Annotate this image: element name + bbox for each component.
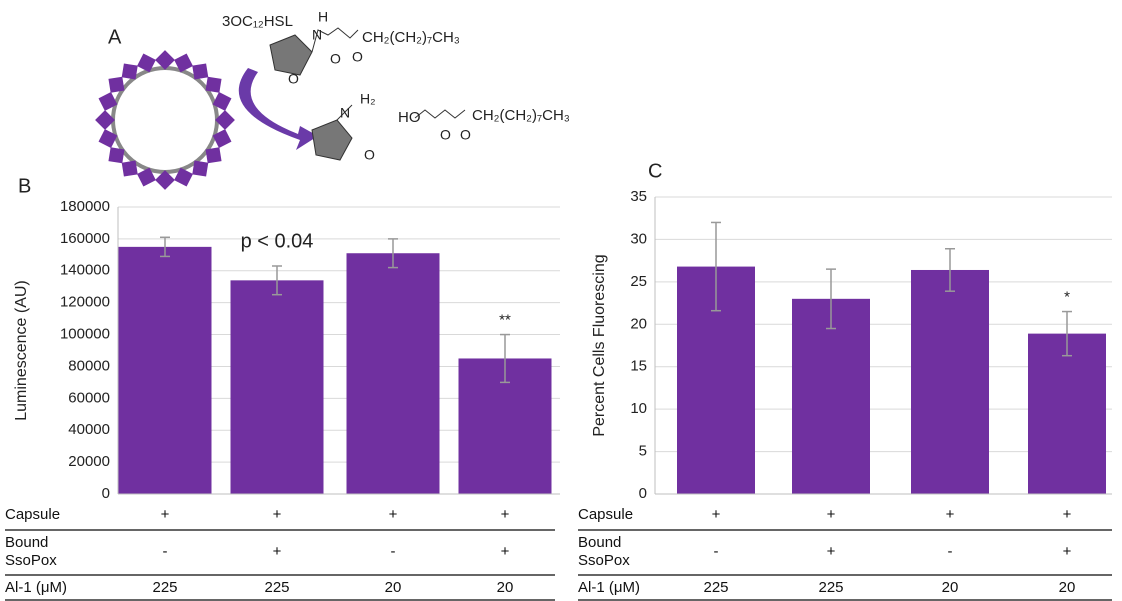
table-cell: + xyxy=(1037,506,1097,524)
y-axis-title: Luminescence (AU) xyxy=(13,280,30,421)
y-tick-label: 160000 xyxy=(60,230,110,247)
table-row-label: Capsule xyxy=(5,506,75,524)
figure: A3OC₁₂HSLHNCH₂(CH₂)₇CH₃OOOH₂NHOCH₂(CH₂)₇… xyxy=(0,0,1122,601)
y-tick-label: 60000 xyxy=(68,389,110,406)
y-tick-label: 0 xyxy=(102,485,110,502)
chem-label: O xyxy=(364,147,375,163)
chem-label: H₂ xyxy=(360,91,376,107)
surface-protein xyxy=(108,147,124,163)
lactone-ring xyxy=(312,120,352,160)
chem-label: 3OC₁₂HSL xyxy=(222,13,293,30)
table-cell: - xyxy=(363,543,423,561)
bar xyxy=(119,247,212,494)
bar xyxy=(1028,334,1106,494)
table-cell: 225 xyxy=(247,579,307,597)
table-row-label: Al-1 (μM) xyxy=(578,579,648,597)
reaction-arrow xyxy=(239,68,318,150)
y-tick-label: 30 xyxy=(630,230,647,247)
surface-protein xyxy=(122,63,138,79)
surface-protein xyxy=(206,147,222,163)
table-cell: 20 xyxy=(363,579,423,597)
bar xyxy=(347,253,440,494)
annotation: p < 0.04 xyxy=(241,230,314,252)
chem-label: O xyxy=(330,51,341,67)
table-cell: 20 xyxy=(475,579,535,597)
y-tick-label: 15 xyxy=(630,358,647,375)
chem-label: O xyxy=(440,127,451,143)
y-tick-label: 180000 xyxy=(60,198,110,215)
table-cell: 20 xyxy=(1037,579,1097,597)
surface-protein xyxy=(192,161,208,177)
y-tick-label: 0 xyxy=(639,485,647,502)
table-row-label: Bound SsoPox xyxy=(578,534,648,570)
table-cell: + xyxy=(475,506,535,524)
table-cell: + xyxy=(801,506,861,524)
chem-label: H xyxy=(318,9,328,25)
y-tick-label: 100000 xyxy=(60,326,110,343)
chem-label: HO xyxy=(398,109,421,126)
lactone-ring xyxy=(270,35,312,75)
table-cell: - xyxy=(920,543,980,561)
table-cell: + xyxy=(686,506,746,524)
bar xyxy=(911,270,989,494)
chem-label: O xyxy=(352,49,363,65)
chem-label: O xyxy=(460,127,471,143)
panel-label: B xyxy=(18,175,31,197)
table-cell: 225 xyxy=(686,579,746,597)
y-tick-label: 10 xyxy=(630,400,647,417)
bar xyxy=(231,280,324,494)
surface-protein xyxy=(122,161,138,177)
table-cell: + xyxy=(135,506,195,524)
y-tick-label: 20 xyxy=(630,315,647,332)
table-cell: + xyxy=(475,543,535,561)
table-cell: - xyxy=(135,543,195,561)
chem-label: CH₂(CH₂)₇CH₃ xyxy=(362,29,460,46)
y-tick-label: 25 xyxy=(630,273,647,290)
surface-protein xyxy=(192,63,208,79)
surface-protein xyxy=(206,77,222,93)
y-tick-label: 35 xyxy=(630,188,647,205)
y-tick-label: 5 xyxy=(639,443,647,460)
panel-label: A xyxy=(108,26,122,48)
annotation: * xyxy=(1064,289,1070,306)
table-cell: - xyxy=(686,543,746,561)
table-row-label: Capsule xyxy=(578,506,648,524)
table-cell: + xyxy=(1037,543,1097,561)
chem-label: CH₂(CH₂)₇CH₃ xyxy=(472,107,570,124)
y-axis-title: Percent Cells Fluorescing xyxy=(591,254,608,436)
y-tick-label: 140000 xyxy=(60,262,110,279)
table-cell: + xyxy=(801,543,861,561)
table-cell: + xyxy=(247,506,307,524)
y-tick-label: 20000 xyxy=(68,453,110,470)
chem-label: N xyxy=(312,27,322,43)
table-row-label: Al-1 (μM) xyxy=(5,579,75,597)
table-cell: 20 xyxy=(920,579,980,597)
chain xyxy=(415,110,465,118)
chem-label: N xyxy=(340,105,350,121)
surface-protein xyxy=(108,77,124,93)
table-row-label: Bound SsoPox xyxy=(5,534,75,570)
table-cell: + xyxy=(920,506,980,524)
table-cell: + xyxy=(363,506,423,524)
y-tick-label: 120000 xyxy=(60,294,110,311)
table-cell: + xyxy=(247,543,307,561)
table-cell: 225 xyxy=(135,579,195,597)
y-tick-label: 80000 xyxy=(68,357,110,374)
panel-label: C xyxy=(648,160,662,182)
capsule xyxy=(113,68,217,172)
table-cell: 225 xyxy=(801,579,861,597)
annotation: ** xyxy=(499,312,511,329)
y-tick-label: 40000 xyxy=(68,421,110,438)
chem-label: O xyxy=(288,71,299,87)
